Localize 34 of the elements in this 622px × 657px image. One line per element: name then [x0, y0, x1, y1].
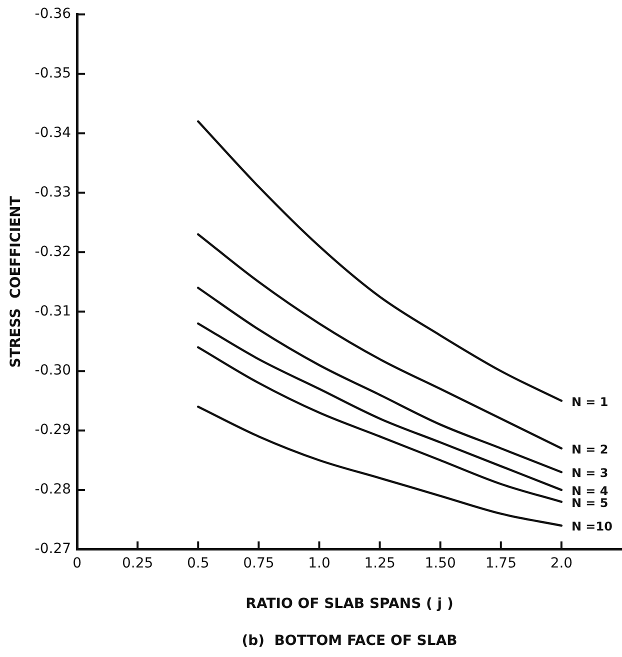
y-tick-label: -0.27 [34, 541, 72, 558]
series-label: N = 4 [571, 484, 608, 498]
x-tick-label: 1.25 [364, 555, 396, 572]
x-tick-label: 0.5 [186, 555, 210, 572]
line-series [197, 346, 563, 503]
series-label: N =10 [571, 520, 612, 534]
y-axis-title: STRESS COEFFICIENT [8, 196, 24, 368]
y-tick-label: -0.30 [34, 362, 72, 379]
y-tick-label: -0.33 [34, 184, 72, 200]
y-tick-label: -0.35 [34, 65, 72, 82]
x-tick-label: 2.0 [550, 555, 573, 572]
line-series [197, 120, 563, 402]
series-label: N = 5 [571, 496, 608, 510]
series-label: N = 2 [571, 442, 608, 456]
x-tick-label: 1.0 [308, 555, 330, 572]
x-tick-label: 1.50 [424, 555, 456, 572]
y-tick-label: -0.28 [34, 482, 72, 498]
x-tick-label: 0.25 [122, 555, 154, 572]
line-series [197, 286, 563, 474]
x-tick-label: 1.75 [485, 555, 516, 572]
y-tick-label: -0.29 [34, 422, 72, 438]
x-axis-title: RATIO OF SLAB SPANS ( j ) [246, 596, 454, 612]
line-series [197, 406, 563, 527]
x-tick-label: 0.75 [243, 555, 274, 572]
y-tick-label: -0.36 [34, 6, 72, 22]
text: (b) BOTTOM FACE OF SLAB [242, 633, 458, 649]
line-series [197, 322, 563, 492]
y-tick-label: -0.32 [34, 244, 72, 260]
series-label: N = 3 [571, 466, 608, 480]
y-tick-label: -0.31 [34, 303, 72, 320]
x-tick-label: 0 [72, 555, 82, 572]
series-label: N = 1 [571, 394, 608, 409]
line-series [197, 233, 563, 450]
y-tick-label: -0.34 [34, 124, 72, 141]
